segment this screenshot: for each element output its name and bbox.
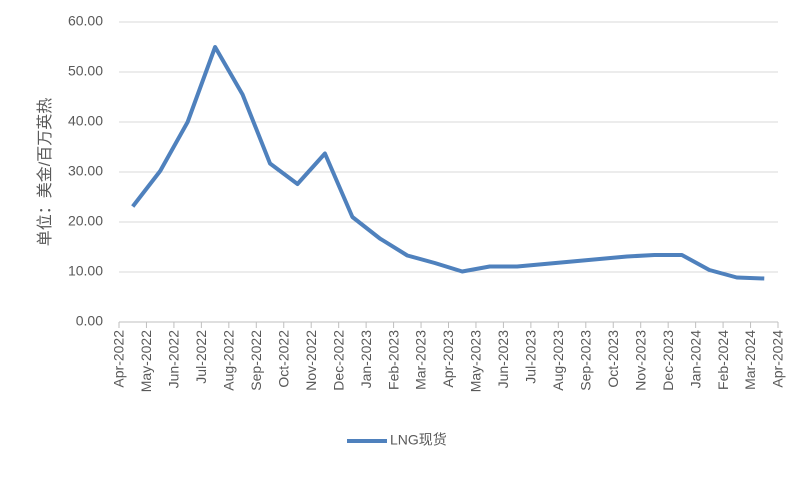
y-tick-label: 40.00 [68,113,103,129]
x-tick-label: Jul-2022 [193,330,209,384]
x-tick-label: Dec-2022 [330,330,346,391]
x-tick-label: Apr-2023 [440,330,456,388]
x-tick-label: Aug-2023 [550,330,566,391]
x-tick-label: Aug-2022 [221,330,237,391]
x-tick-label: Jul-2023 [523,330,539,384]
x-tick-label: Oct-2022 [275,330,291,388]
y-tick-label: 50.00 [68,63,103,79]
x-tick-label: Jan-2024 [687,330,703,389]
line-series [131,45,765,281]
legend-label: LNG现货 [390,432,447,448]
x-tick-label: Dec-2023 [660,330,676,391]
x-tick-label: Jun-2022 [166,330,182,389]
x-tick-label: Mar-2023 [413,330,429,390]
y-tick-label: 0.00 [76,313,103,329]
y-tick-label: 60.00 [68,13,103,29]
y-tick-label: 20.00 [68,213,103,229]
x-tick-label: Sep-2023 [577,330,593,391]
x-tick-label: Apr-2022 [111,330,127,388]
x-tick-label: Feb-2023 [385,330,401,390]
x-tick-label: Jan-2023 [358,330,374,389]
x-tick-label: Nov-2022 [303,330,319,391]
x-tick-label: Nov-2023 [632,330,648,391]
y-axis-label: 单位：美金/百万英热 [36,98,54,246]
x-tick-label: Oct-2023 [605,330,621,388]
x-tick-label: Sep-2022 [248,330,264,391]
x-tick-label: Jun-2023 [495,330,511,389]
y-tick-label: 10.00 [68,263,103,279]
x-tick-label: May-2023 [468,330,484,392]
x-tick-label: Mar-2024 [742,330,758,390]
y-tick-label: 30.00 [68,163,103,179]
x-tick-label: Apr-2024 [770,330,786,388]
x-tick-label: Feb-2024 [715,330,731,390]
x-tick-label: May-2022 [138,330,154,392]
